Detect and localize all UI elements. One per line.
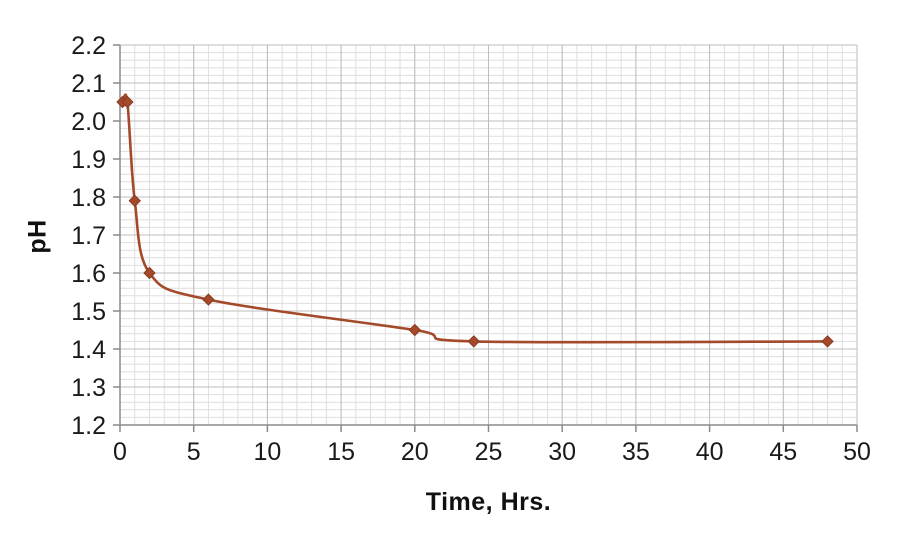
svg-text:15: 15 xyxy=(327,438,355,466)
svg-text:35: 35 xyxy=(622,438,650,466)
svg-text:2.1: 2.1 xyxy=(71,70,106,98)
svg-text:1.7: 1.7 xyxy=(71,222,106,250)
svg-text:0: 0 xyxy=(113,438,127,466)
svg-text:10: 10 xyxy=(253,438,281,466)
svg-text:45: 45 xyxy=(769,438,797,466)
svg-text:1.9: 1.9 xyxy=(71,146,106,174)
svg-text:2.2: 2.2 xyxy=(71,32,106,60)
svg-text:1.5: 1.5 xyxy=(71,298,106,326)
svg-text:1.2: 1.2 xyxy=(71,412,106,440)
svg-text:2.0: 2.0 xyxy=(71,108,106,136)
svg-text:25: 25 xyxy=(475,438,503,466)
svg-text:5: 5 xyxy=(187,438,201,466)
svg-text:40: 40 xyxy=(696,438,724,466)
svg-text:30: 30 xyxy=(548,438,576,466)
svg-text:50: 50 xyxy=(843,438,871,466)
svg-text:1.4: 1.4 xyxy=(71,336,106,364)
svg-text:1.6: 1.6 xyxy=(71,260,106,288)
y-axis-title: pH xyxy=(23,219,52,254)
svg-text:20: 20 xyxy=(401,438,429,466)
svg-text:1.8: 1.8 xyxy=(71,184,106,212)
svg-text:1.3: 1.3 xyxy=(71,374,106,402)
x-axis-title: Time, Hrs. xyxy=(425,488,552,516)
